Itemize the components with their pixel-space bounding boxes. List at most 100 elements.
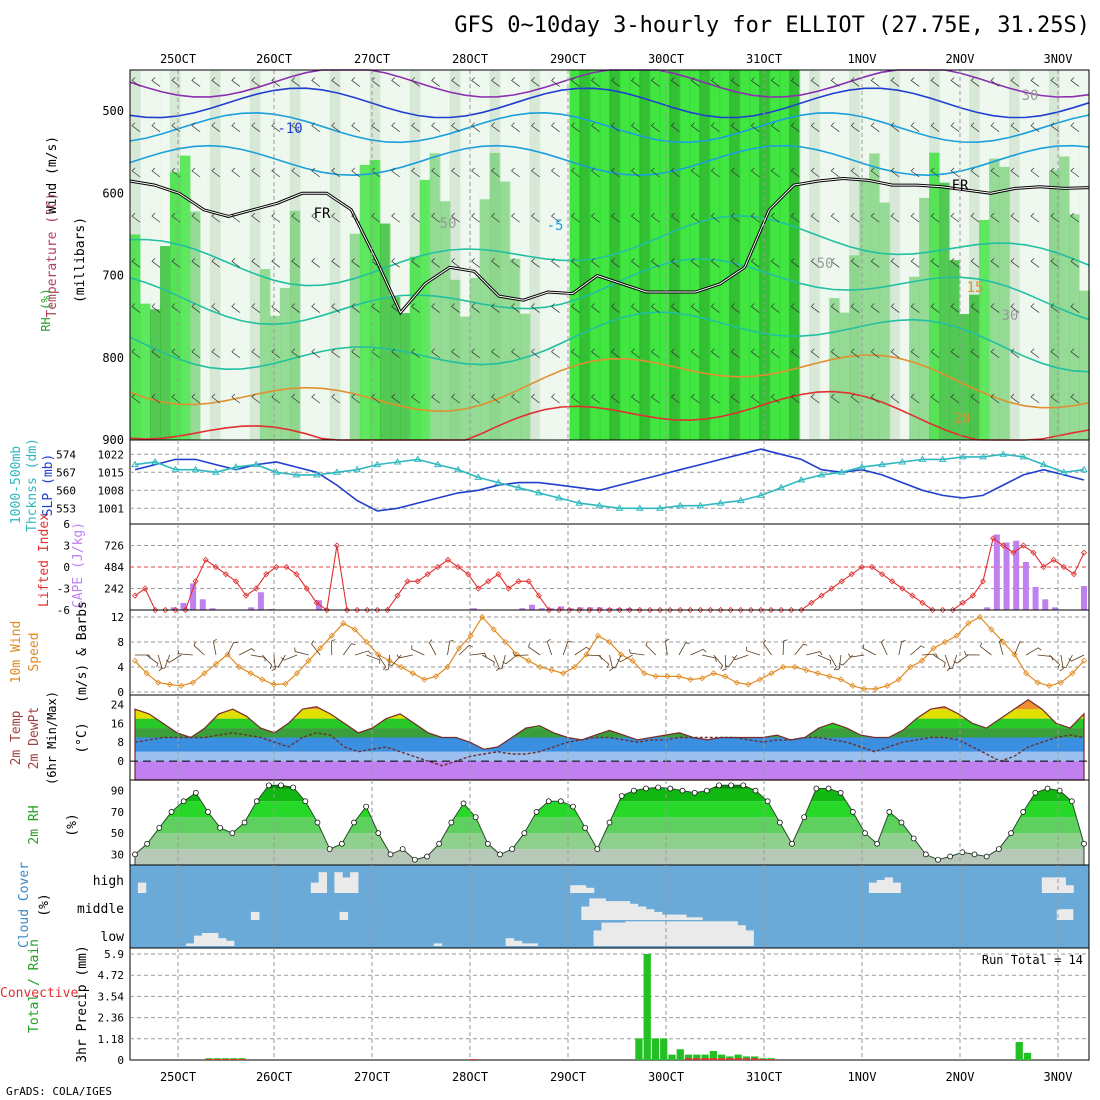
rh-shade-lower bbox=[979, 219, 991, 440]
wind-barb bbox=[471, 258, 480, 268]
slp-line bbox=[134, 448, 1085, 512]
wind-barb bbox=[610, 77, 620, 87]
temperature-contour bbox=[129, 390, 1090, 441]
cloud-cell-low bbox=[657, 921, 666, 946]
cloud-cell-low bbox=[705, 921, 714, 946]
temp-tick: 24 bbox=[111, 698, 125, 711]
cloud-cell-middle bbox=[581, 906, 590, 920]
rh-shade-column bbox=[669, 70, 681, 440]
wind-barb bbox=[511, 77, 520, 87]
wind-barb-10m bbox=[722, 654, 727, 671]
wind-barb bbox=[311, 348, 321, 359]
wind-barb-10m bbox=[880, 639, 888, 656]
wind-barb bbox=[191, 303, 201, 313]
thickness-marker bbox=[777, 483, 786, 491]
wind-speed-marker bbox=[259, 676, 266, 683]
wind-barb bbox=[610, 122, 620, 132]
lifted-index-marker bbox=[1030, 549, 1037, 556]
lifted-index-marker bbox=[889, 578, 896, 585]
wind-speed-marker bbox=[455, 645, 463, 652]
wind-barb bbox=[331, 303, 340, 313]
rh-shade-lower bbox=[139, 303, 151, 440]
cloud-cell-low bbox=[217, 938, 227, 946]
precip-conv-bar bbox=[742, 1058, 751, 1060]
lifted-index-marker bbox=[868, 563, 876, 571]
cloud-cell-low bbox=[513, 940, 523, 946]
lifted-index-marker bbox=[475, 585, 482, 592]
wind-barb bbox=[610, 212, 620, 223]
lifted-index-marker bbox=[303, 585, 310, 592]
wind-barb bbox=[630, 393, 640, 404]
wind-barb bbox=[251, 348, 261, 359]
rh-shade-column bbox=[649, 70, 661, 440]
wind-barb bbox=[570, 348, 580, 359]
rh-shade-column bbox=[579, 70, 591, 440]
wind-barb-10m bbox=[933, 654, 946, 667]
wind-speed-marker bbox=[988, 626, 995, 633]
wind-barb bbox=[491, 393, 500, 404]
wind-barb bbox=[790, 348, 800, 359]
lifted-index-marker bbox=[142, 585, 149, 592]
wind-barb bbox=[291, 122, 301, 132]
wind-barb bbox=[770, 348, 780, 359]
rh-shade-column bbox=[949, 70, 961, 440]
wind-barb-10m bbox=[1068, 654, 1085, 662]
wind-barb bbox=[471, 122, 480, 132]
wind-barb bbox=[710, 303, 720, 313]
wind-barb-10m bbox=[227, 641, 238, 656]
wind-barb bbox=[1010, 303, 1020, 313]
wind-barb bbox=[511, 303, 520, 313]
lifted-index-marker bbox=[394, 592, 401, 599]
cloud-cell-middle bbox=[637, 906, 647, 920]
rh-outline bbox=[134, 784, 1085, 866]
rh-shade-column bbox=[449, 70, 461, 440]
rh-marker bbox=[424, 853, 430, 860]
rh-marker bbox=[557, 798, 564, 805]
wind-barb bbox=[970, 393, 980, 404]
lifted-index-marker bbox=[899, 585, 906, 592]
wind-speed-marker bbox=[1023, 670, 1030, 677]
thickness-marker bbox=[575, 499, 584, 506]
wind-speed-marker bbox=[872, 685, 879, 692]
cloud-cell-high bbox=[884, 877, 893, 893]
wind-barb bbox=[670, 303, 680, 313]
rh-shade-column bbox=[549, 70, 561, 440]
rh-marker bbox=[363, 803, 370, 810]
wind-barb bbox=[890, 348, 900, 359]
rh-shade-column bbox=[559, 70, 571, 440]
wind-barb-10m bbox=[979, 642, 992, 656]
cape-bar bbox=[548, 608, 555, 610]
cape-bar bbox=[606, 608, 613, 610]
wind-barb bbox=[870, 258, 880, 268]
rh-shade-column bbox=[729, 70, 741, 440]
wind-barb bbox=[311, 393, 321, 404]
rh-shade-column bbox=[469, 70, 481, 440]
wind-barb bbox=[830, 303, 840, 313]
rh-marker bbox=[351, 819, 357, 826]
wind-barb bbox=[191, 167, 201, 178]
rh-marker bbox=[132, 851, 138, 858]
rh-marker bbox=[728, 782, 735, 789]
wind-speed-marker bbox=[791, 663, 798, 671]
wind-speed-marker bbox=[606, 638, 613, 646]
wind-barb bbox=[331, 167, 340, 178]
rh-marker bbox=[874, 840, 881, 847]
wind-barb bbox=[930, 167, 940, 178]
thickness-marker bbox=[615, 504, 624, 511]
rh-shade-column bbox=[839, 70, 851, 440]
rh-marker bbox=[983, 853, 990, 860]
cloud-level-high: high bbox=[93, 874, 124, 889]
wind-barb bbox=[750, 212, 760, 223]
wind-speed-marker bbox=[317, 645, 324, 652]
wind-barb bbox=[870, 212, 880, 223]
cloud-cell-middle bbox=[686, 917, 695, 920]
wind-barb bbox=[251, 393, 261, 404]
wind-barb-10m bbox=[817, 654, 832, 665]
rh-marker bbox=[655, 784, 662, 791]
wind-barb bbox=[930, 348, 940, 359]
wind-speed-marker bbox=[155, 679, 162, 686]
wind-barb-10m bbox=[678, 642, 690, 656]
wind-barb bbox=[830, 167, 840, 178]
wind-barb bbox=[1070, 303, 1080, 313]
rh-marker bbox=[533, 809, 540, 815]
